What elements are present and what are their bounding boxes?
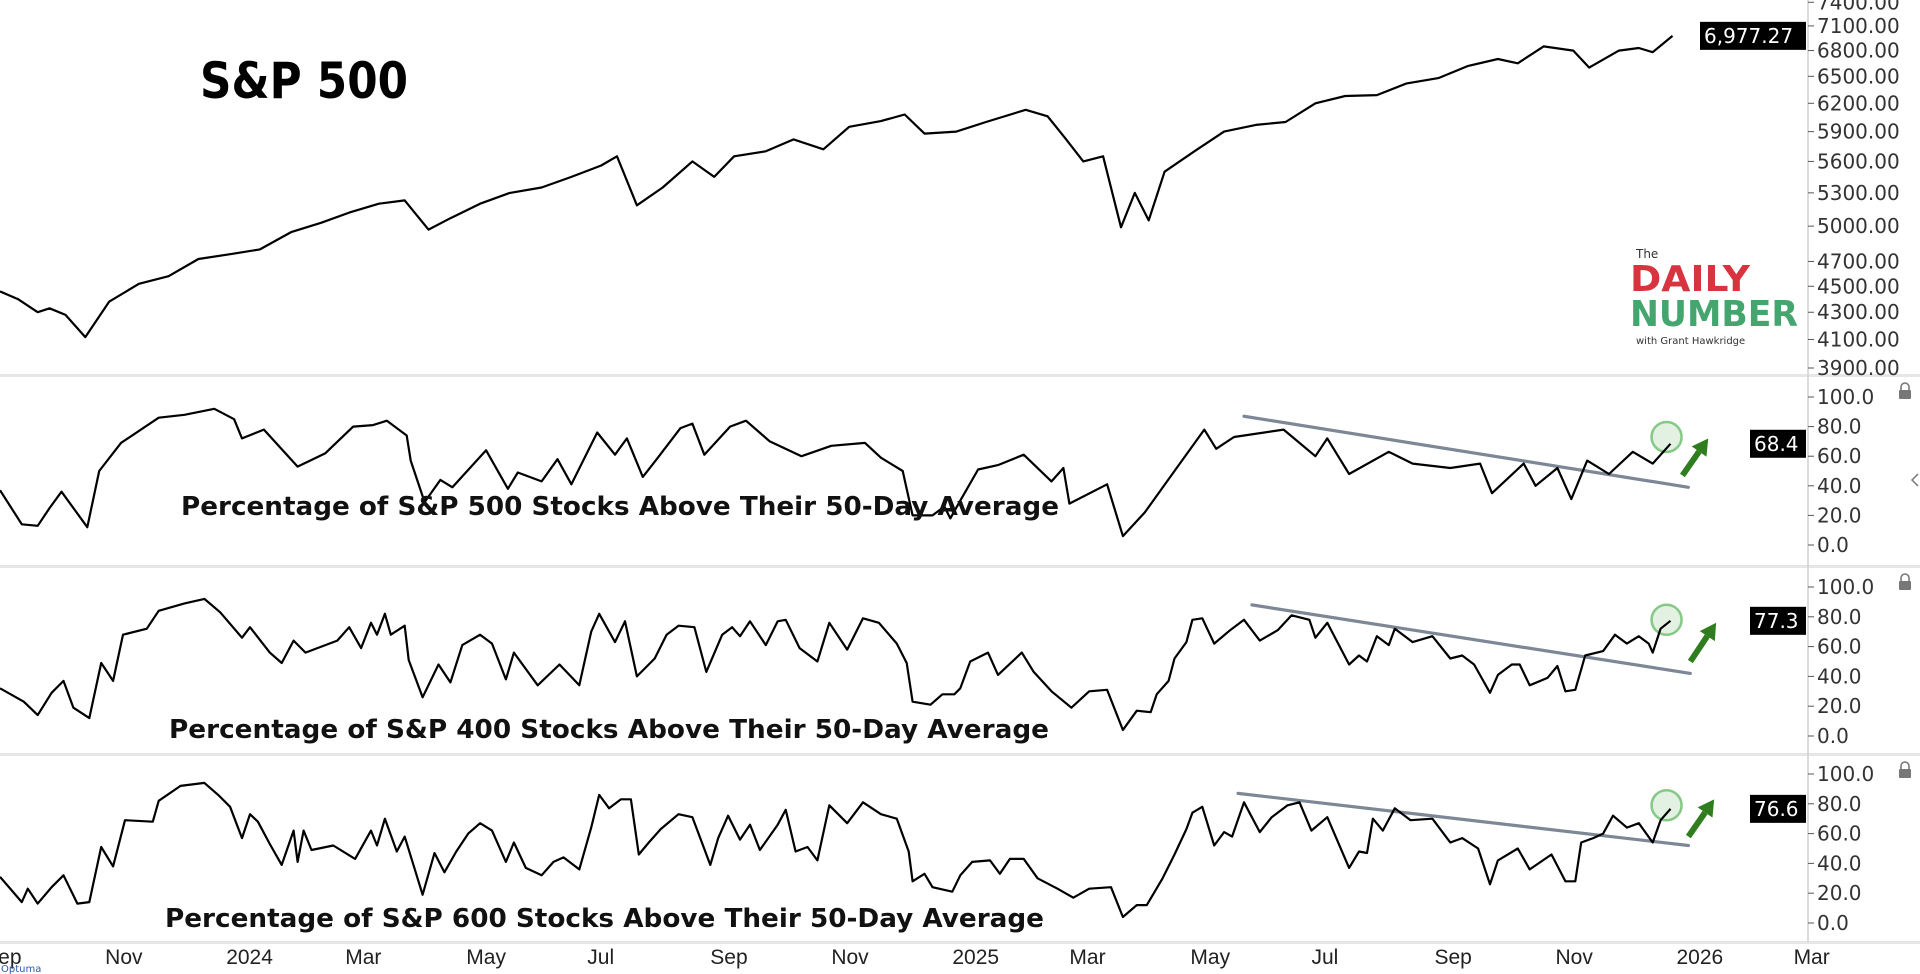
- x-tick-label: Nov: [1555, 946, 1593, 969]
- y-tick-label: 20.0: [1817, 694, 1862, 718]
- trendline: [1236, 791, 1690, 848]
- y-tick-label: 60.0: [1817, 444, 1862, 468]
- logo-byline: with Grant Hawkridge: [1636, 336, 1745, 347]
- panel-separator: [0, 941, 1920, 944]
- y-tick-label: 7100.00: [1817, 14, 1900, 38]
- trendline: [1250, 603, 1692, 676]
- x-tick-label: Mar: [1794, 946, 1830, 969]
- logo-the: The: [1635, 247, 1658, 261]
- panel-separator: [0, 753, 1920, 756]
- y-tick-label: 60.0: [1817, 822, 1862, 846]
- last-value-box: [1750, 794, 1806, 823]
- x-tick-label: Jul: [587, 946, 614, 969]
- x-tick-label: Nov: [831, 946, 869, 969]
- y-tick-label: 5600.00: [1817, 149, 1900, 173]
- panel-title: Percentage of S&P 600 Stocks Above Their…: [165, 904, 1044, 934]
- x-tick-label: 2024: [226, 946, 273, 969]
- y-tick-label: 100.0: [1817, 385, 1874, 409]
- panel-separator: [0, 565, 1920, 568]
- y-tick-label: 0.0: [1817, 533, 1849, 557]
- up-arrow-icon: [1685, 799, 1715, 839]
- logo-daily: DAILY: [1630, 259, 1751, 300]
- x-tick-label: Jul: [1311, 946, 1338, 969]
- y-tick-label: 80.0: [1817, 415, 1862, 439]
- optuma-branding: Optuma: [1, 964, 41, 974]
- logo-number: NUMBER: [1630, 294, 1798, 335]
- y-tick-label: 5900.00: [1817, 120, 1900, 144]
- breadth-line: [0, 407, 1672, 538]
- highlight-circle: [1650, 603, 1683, 637]
- sp500-price-line: [0, 35, 1674, 339]
- x-tick-label: Mar: [1069, 946, 1105, 969]
- last-value-label: 68.4: [1754, 432, 1799, 456]
- x-tick-label: Sep: [0, 946, 22, 969]
- last-value-label: 6,977.27: [1704, 24, 1793, 48]
- breadth-panel-1: 100.0 80.0 60.0 40.0 20.0 0.0 68.4 Percentage o…: [0, 382, 1911, 557]
- last-value-box: [1700, 21, 1806, 50]
- x-tick-label: Nov: [105, 946, 143, 969]
- y-tick-label: 7400.00: [1817, 0, 1900, 14]
- y-tick-label: 5300.00: [1817, 181, 1900, 205]
- breadth-line: [0, 781, 1672, 919]
- y-tick-label: 3900.00: [1817, 356, 1900, 380]
- x-axis: Sep Nov 2024 Mar May Jul Sep Nov 2025 Mar May Jul Se…: [0, 946, 1830, 969]
- breadth-panel-3: 100.0 80.0 60.0 40.0 20.0 0.0 76.6 Percentage o…: [0, 761, 1911, 935]
- highlight-circle: [1650, 420, 1683, 454]
- panel-title: Percentage of S&P 500 Stocks Above Their…: [181, 492, 1059, 522]
- y-tick-label: 100.0: [1817, 575, 1874, 599]
- last-value-box: [1750, 606, 1806, 635]
- y-tick-label: 4100.00: [1817, 327, 1900, 351]
- y-tick-label: 100.0: [1817, 762, 1874, 786]
- up-arrow-icon: [1679, 438, 1709, 478]
- x-tick-label: May: [1190, 946, 1230, 969]
- y-tick-label: 4500.00: [1817, 274, 1900, 298]
- y-tick-label: 40.0: [1817, 851, 1862, 875]
- y-tick-label: 6500.00: [1817, 64, 1900, 88]
- panel-separator: [0, 374, 1920, 377]
- lock-icon[interactable]: [1899, 573, 1911, 590]
- breadth-line: [0, 597, 1672, 732]
- y-tick-label: 6200.00: [1817, 91, 1900, 115]
- y-tick-label: 4700.00: [1817, 249, 1900, 273]
- y-tick-label: 40.0: [1817, 664, 1862, 688]
- x-tick-label: 2026: [1677, 946, 1724, 969]
- y-tick-label: 60.0: [1817, 635, 1862, 659]
- x-tick-label: Mar: [345, 946, 381, 969]
- up-arrow-icon: [1687, 622, 1717, 664]
- lock-icon[interactable]: [1899, 761, 1911, 778]
- chart-title: S&P 500: [200, 52, 408, 110]
- y-tick-label: 5000.00: [1817, 214, 1900, 238]
- last-value-box: [1750, 429, 1806, 458]
- trendline: [1242, 414, 1690, 489]
- y-tick-label: 6800.00: [1817, 39, 1900, 63]
- x-tick-label: 2025: [952, 946, 999, 969]
- last-value-label: 76.6: [1754, 797, 1799, 821]
- daily-number-logo: The DAILY NUMBER with Grant Hawkridge: [1630, 247, 1798, 347]
- y-tick-label: 80.0: [1817, 792, 1862, 816]
- x-tick-label: May: [466, 946, 506, 969]
- x-tick-label: Sep: [1434, 946, 1471, 969]
- lock-icon[interactable]: [1899, 382, 1911, 399]
- x-tick-label: Sep: [710, 946, 747, 969]
- highlight-circle: [1650, 789, 1683, 822]
- panel-title: Percentage of S&P 400 Stocks Above Their…: [169, 715, 1049, 745]
- y-tick-label: 80.0: [1817, 605, 1862, 629]
- y-tick-label: 20.0: [1817, 503, 1862, 527]
- y-tick-label: 4300.00: [1817, 300, 1900, 324]
- y-tick-label: 40.0: [1817, 474, 1862, 498]
- y-tick-label: 0.0: [1817, 911, 1849, 935]
- last-value-label: 77.3: [1754, 609, 1799, 633]
- breadth-panel-2: 100.0 80.0 60.0 40.0 20.0 0.0 77.3 Percentage o…: [0, 573, 1911, 748]
- y-tick-label: 20.0: [1817, 881, 1862, 905]
- y-tick-label: 0.0: [1817, 724, 1849, 748]
- chevron-left-icon[interactable]: [1910, 473, 1919, 487]
